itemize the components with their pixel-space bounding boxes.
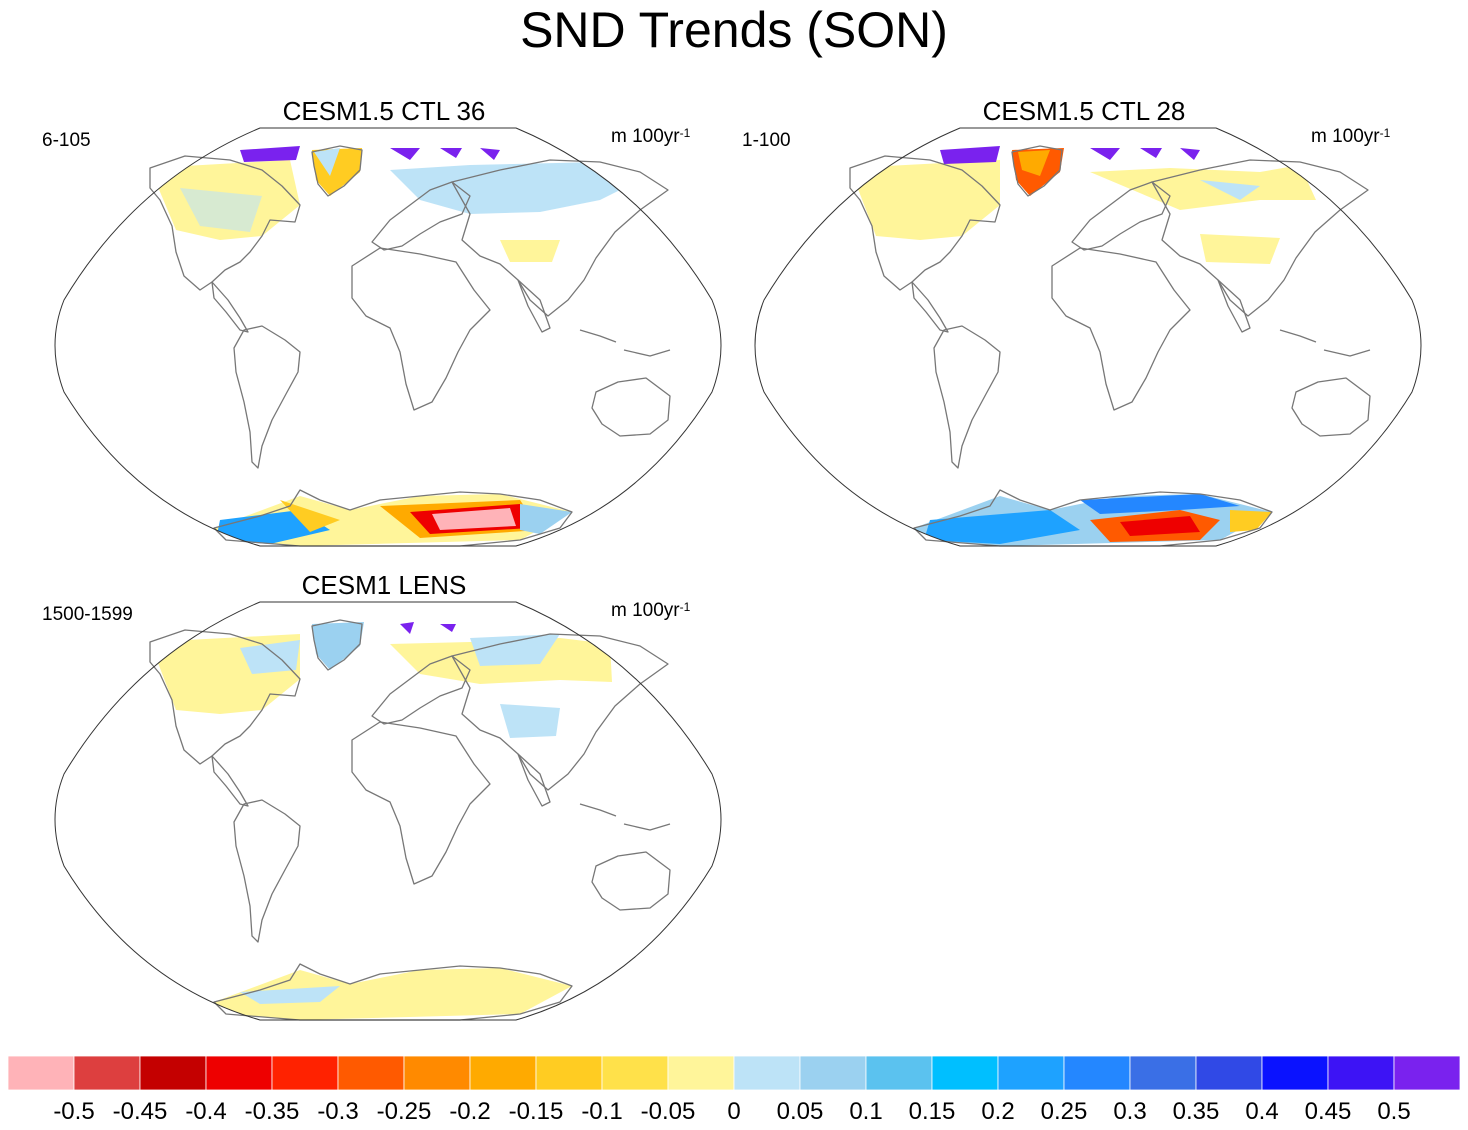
colorbar-swatch: [403, 1055, 471, 1091]
colorbar-tick-label: -0.35: [244, 1098, 300, 1125]
colorbar-swatch: [1063, 1055, 1131, 1091]
colorbar-swatch: [205, 1055, 273, 1091]
colorbar-tick-label: 0.4: [1245, 1098, 1279, 1125]
colorbar-tick-label: 0.1: [849, 1098, 883, 1125]
colorbar-swatch: [337, 1055, 405, 1091]
map-panel-ctl28: [754, 127, 1422, 547]
panel-units-ctl28: m 100yr-1: [1311, 126, 1391, 147]
colorbar-tick-label: 0.2: [981, 1098, 1015, 1125]
colorbar-swatch: [733, 1055, 801, 1091]
colorbar-swatch: [667, 1055, 735, 1091]
colorbar-tick-label: 0: [727, 1098, 741, 1125]
panel-units-ctl36: m 100yr-1: [611, 126, 691, 147]
colorbar-swatch: [931, 1055, 999, 1091]
colorbar-tick-label: -0.25: [376, 1098, 432, 1125]
colorbar-swatch: [799, 1055, 867, 1091]
panel-title-lens: CESM1 LENS: [301, 570, 467, 600]
colorbar-tick-label: -0.5: [53, 1098, 95, 1125]
colorbar-swatch: [73, 1055, 141, 1091]
colorbar-tick-label: 0.5: [1377, 1098, 1411, 1125]
colorbar-tick-label: 0.3: [1113, 1098, 1147, 1125]
colorbar: [7, 1055, 1461, 1091]
colorbar-swatch: [1195, 1055, 1263, 1091]
colorbar-tick-label: -0.15: [508, 1098, 564, 1125]
panel-years-ctl28: 1-100: [742, 130, 791, 151]
colorbar-swatch: [7, 1055, 75, 1091]
colorbar-tick-label: 0.45: [1304, 1098, 1352, 1125]
colorbar-swatch: [1261, 1055, 1329, 1091]
snow-trend-field: [150, 146, 640, 546]
colorbar-swatch: [1129, 1055, 1197, 1091]
colorbar-tick-label: -0.45: [112, 1098, 168, 1125]
colorbar-tick-label: -0.05: [640, 1098, 696, 1125]
colorbar-tick-label: 0.35: [1172, 1098, 1220, 1125]
colorbar-swatch: [139, 1055, 207, 1091]
colorbar-swatch: [271, 1055, 339, 1091]
panel-title-ctl36: CESM1.5 CTL 36: [282, 96, 486, 126]
map-panel-ctl36: [54, 127, 722, 547]
colorbar-swatch: [1393, 1055, 1461, 1091]
colorbar-swatch: [601, 1055, 669, 1091]
colorbar-swatch: [997, 1055, 1065, 1091]
panel-years-lens: 1500-1599: [42, 604, 133, 625]
colorbar-swatch: [469, 1055, 537, 1091]
panel-years-ctl36: 6-105: [42, 130, 91, 151]
colorbar-tick-label: -0.1: [581, 1098, 623, 1125]
colorbar-tick-label: 0.05: [776, 1098, 824, 1125]
snow-trend-field: [850, 146, 1316, 546]
panel-units-lens: m 100yr-1: [611, 600, 691, 621]
figure-title: SND Trends (SON): [520, 2, 948, 58]
colorbar-swatch: [865, 1055, 933, 1091]
colorbar-tick-label: -0.2: [449, 1098, 491, 1125]
map-panel-lens: [54, 601, 722, 1021]
colorbar-tick-label: 0.25: [1040, 1098, 1088, 1125]
colorbar-tick-label: -0.3: [317, 1098, 359, 1125]
snow-trend-field: [150, 622, 612, 1020]
colorbar-tick-label: 0.15: [908, 1098, 956, 1125]
panel-title-ctl28: CESM1.5 CTL 28: [982, 96, 1186, 126]
colorbar-swatch: [1327, 1055, 1395, 1091]
colorbar-tick-label: -0.4: [185, 1098, 227, 1125]
colorbar-swatch: [535, 1055, 603, 1091]
